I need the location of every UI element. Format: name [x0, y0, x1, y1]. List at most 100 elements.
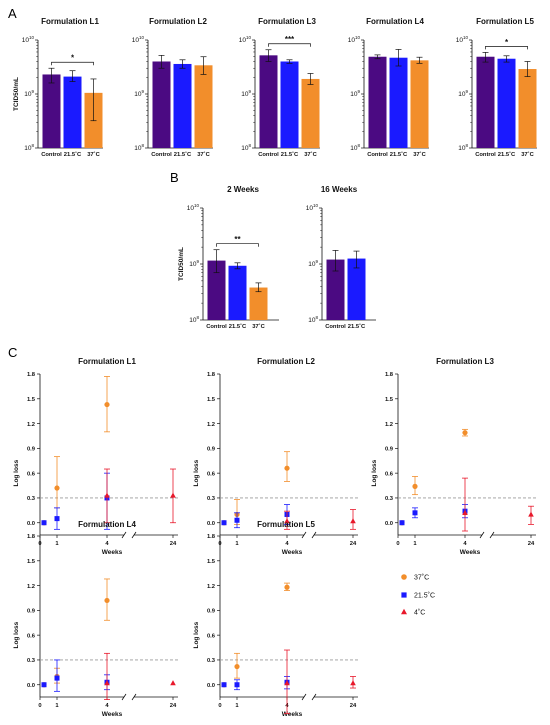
chart-a-0: Formulation L1 108 109 1010 TCID50/mL Control… [13, 17, 103, 158]
bar [301, 78, 320, 148]
y-tick-label: 0.3 [207, 496, 216, 502]
significance-label: ** [234, 235, 241, 244]
significance-bracket [216, 243, 259, 247]
x-tick-label: 0 [396, 541, 399, 547]
y-tick-label: 1.5 [207, 397, 216, 403]
y-tick-label: 0.6 [385, 471, 394, 477]
chart-title: Formulation L2 [257, 357, 315, 366]
bar [410, 60, 429, 148]
x-tick-label: 24 [528, 541, 535, 547]
x-tick-label: Control [151, 152, 172, 158]
y-axis-label: Log loss [13, 621, 20, 648]
chart-a-3: Formulation L4 108 109 1010 Control 21.5˚C 37˚… [348, 17, 429, 158]
data-point [104, 680, 110, 686]
data-point [528, 511, 534, 517]
y-tick-label: 1.5 [385, 397, 394, 403]
y-tick-label: 0.3 [207, 658, 216, 664]
chart-title: Formulation L4 [78, 520, 136, 529]
x-tick-label: Control [41, 152, 62, 158]
x-axis-label: Weeks [102, 711, 123, 718]
y-axis-label: Log loss [193, 621, 200, 648]
data-point [221, 682, 227, 688]
panel-label-b: B [170, 170, 179, 185]
y-tick-label: 0.3 [385, 496, 394, 502]
data-point [412, 510, 418, 516]
y-tick-label: 1.2 [207, 584, 215, 590]
chart-c-7: Formulation L1 0.0 0.3 0.6 0.9 1.2 1.5 1.8 Log l… [13, 357, 178, 556]
data-point [462, 509, 468, 516]
x-axis-label: Weeks [460, 549, 481, 556]
data-point [284, 518, 290, 524]
axis-break-mark [131, 693, 137, 701]
data-point [399, 520, 405, 526]
x-tick-label: 21.5˚C [390, 151, 408, 158]
y-tick-label: 1.5 [27, 397, 36, 403]
x-axis-label: Weeks [282, 711, 303, 718]
x-tick-label: Control [206, 324, 227, 330]
data-point [104, 401, 110, 408]
x-tick-label: 0 [218, 703, 221, 709]
y-tick-label: 1.8 [207, 534, 216, 540]
y-tick-label: 0.3 [27, 496, 36, 502]
axis-break-mark [121, 531, 127, 539]
axis-break-mark [131, 531, 137, 539]
bar [280, 61, 299, 148]
data-point [54, 485, 60, 491]
legend: 37˚C 21.5˚C 4˚C [401, 574, 435, 617]
data-point [104, 492, 110, 498]
series-4c [104, 652, 176, 701]
legend-marker-square [401, 592, 407, 598]
data-point [221, 520, 227, 526]
y-tick-label: 0.6 [27, 633, 36, 639]
bar [518, 69, 537, 148]
chart-title: Formulation L1 [41, 17, 99, 26]
y-tick-label: 1.8 [385, 372, 394, 378]
series-4c [284, 509, 356, 530]
y-tick-label: 1.5 [27, 559, 36, 565]
x-tick-label: 21.5˚C [498, 151, 516, 158]
x-tick-label: 24 [350, 541, 357, 547]
y-tick-label: 1010 [239, 35, 252, 44]
y-tick-label: 1.2 [27, 422, 35, 428]
chart-a-1: Formulation L2 108 109 1010 Control 21.5˚C 37˚… [132, 17, 213, 158]
y-axis-label: Log loss [371, 459, 378, 486]
x-tick-label: 1 [235, 703, 239, 709]
axis-break-mark [301, 531, 307, 539]
y-tick-label: 1010 [348, 35, 361, 44]
significance-bracket [268, 43, 311, 47]
legend-label: 21.5˚C [414, 592, 435, 600]
y-tick-label: 0.6 [207, 471, 216, 477]
y-tick-label: 108 [24, 143, 34, 152]
y-tick-label: 0.6 [207, 633, 216, 639]
y-axis-label: TCID50/mL [13, 77, 20, 111]
axis-break-mark [301, 693, 307, 701]
bar [476, 56, 495, 148]
legend-marker-triangle [401, 608, 407, 615]
chart-title: Formulation L2 [149, 17, 207, 26]
legend-label: 37˚C [414, 574, 429, 582]
bar [173, 63, 192, 148]
data-point [54, 516, 60, 522]
y-tick-label: 109 [350, 89, 360, 98]
chart-title: Formulation L5 [476, 17, 534, 26]
y-tick-label: 108 [241, 143, 251, 152]
x-tick-label: 24 [170, 703, 177, 709]
significance-label: * [505, 38, 509, 47]
significance-label: * [71, 54, 75, 63]
bar [194, 65, 213, 148]
y-tick-label: 1.5 [207, 559, 216, 565]
series-37c [41, 578, 110, 688]
y-tick-label: 0.9 [27, 447, 36, 453]
charts-layer: Formulation L1 108 109 1010 TCID50/mL Control… [13, 17, 537, 718]
chart-title: 16 Weeks [321, 185, 358, 194]
y-tick-label: 0.3 [27, 658, 36, 664]
chart-a-4: Formulation L5 108 109 1010 Control 21.5˚C 37˚… [456, 17, 537, 158]
y-tick-label: 109 [241, 89, 251, 98]
data-point [54, 675, 60, 681]
bar [63, 76, 82, 148]
x-tick-label: 37˚C [87, 151, 100, 158]
y-tick-label: 1.2 [27, 584, 35, 590]
chart-b-6: 16 Weeks 108 109 1010 Control 21.5˚C [306, 185, 376, 330]
bar [207, 260, 226, 320]
